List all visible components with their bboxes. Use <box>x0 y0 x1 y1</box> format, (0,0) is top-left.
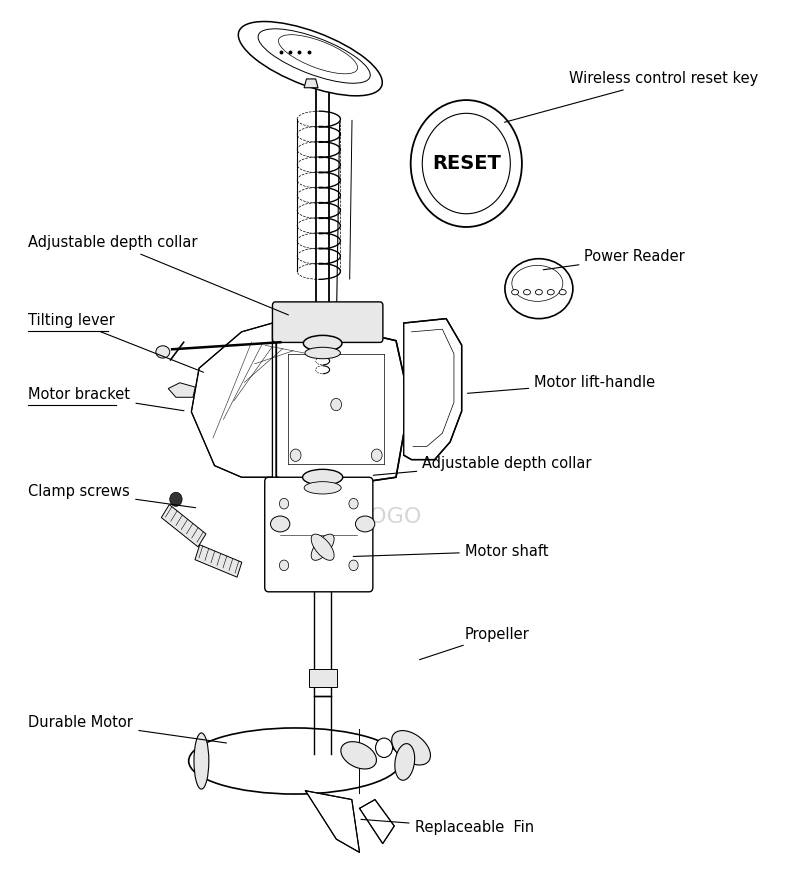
Circle shape <box>279 560 289 571</box>
Polygon shape <box>168 383 195 397</box>
Ellipse shape <box>302 469 342 485</box>
Circle shape <box>290 449 301 461</box>
Text: Durable Motor: Durable Motor <box>29 715 226 743</box>
Circle shape <box>349 560 358 571</box>
Ellipse shape <box>355 516 374 532</box>
Polygon shape <box>304 79 318 88</box>
Ellipse shape <box>304 482 341 494</box>
Text: Wireless control reset key: Wireless control reset key <box>505 72 758 122</box>
Text: Motor shaft: Motor shaft <box>354 544 548 559</box>
Text: Tilting lever: Tilting lever <box>29 313 203 372</box>
Bar <box>309 669 337 687</box>
Circle shape <box>349 499 358 509</box>
Ellipse shape <box>392 730 430 765</box>
Text: Propeller: Propeller <box>419 627 530 659</box>
Ellipse shape <box>505 259 573 318</box>
Polygon shape <box>276 323 408 486</box>
Ellipse shape <box>156 346 170 358</box>
Ellipse shape <box>341 742 377 769</box>
Ellipse shape <box>238 21 382 95</box>
Text: Motor lift-handle: Motor lift-handle <box>467 376 655 393</box>
Circle shape <box>375 738 393 758</box>
Polygon shape <box>306 791 359 852</box>
Ellipse shape <box>311 534 334 560</box>
Text: Replaceable  Fin: Replaceable Fin <box>361 819 534 835</box>
Bar <box>314 587 331 696</box>
Ellipse shape <box>189 728 401 794</box>
Text: Clamp screws: Clamp screws <box>29 484 195 507</box>
Circle shape <box>170 492 182 507</box>
Circle shape <box>371 449 382 461</box>
Text: RESET: RESET <box>432 154 501 173</box>
Ellipse shape <box>270 516 290 532</box>
Polygon shape <box>359 799 394 843</box>
Text: Motor bracket: Motor bracket <box>29 387 184 411</box>
Text: Adjustable depth collar: Adjustable depth collar <box>374 455 592 476</box>
Text: BOATSTOGO: BOATSTOGO <box>283 507 422 527</box>
Text: Adjustable depth collar: Adjustable depth collar <box>29 235 289 315</box>
Ellipse shape <box>311 534 334 560</box>
Polygon shape <box>162 505 206 547</box>
FancyBboxPatch shape <box>265 477 373 591</box>
Ellipse shape <box>512 290 518 295</box>
Ellipse shape <box>535 290 542 295</box>
Polygon shape <box>404 318 462 460</box>
Circle shape <box>279 499 289 509</box>
Polygon shape <box>191 323 273 477</box>
Text: Power Reader: Power Reader <box>543 249 686 270</box>
Ellipse shape <box>395 743 414 781</box>
Polygon shape <box>195 545 242 577</box>
Ellipse shape <box>305 347 341 359</box>
FancyBboxPatch shape <box>273 301 383 342</box>
Circle shape <box>422 113 510 214</box>
Ellipse shape <box>303 335 342 351</box>
Ellipse shape <box>523 290 530 295</box>
Ellipse shape <box>559 290 566 295</box>
Circle shape <box>330 399 342 411</box>
Ellipse shape <box>547 290 554 295</box>
Circle shape <box>410 100 522 227</box>
Ellipse shape <box>194 733 209 789</box>
